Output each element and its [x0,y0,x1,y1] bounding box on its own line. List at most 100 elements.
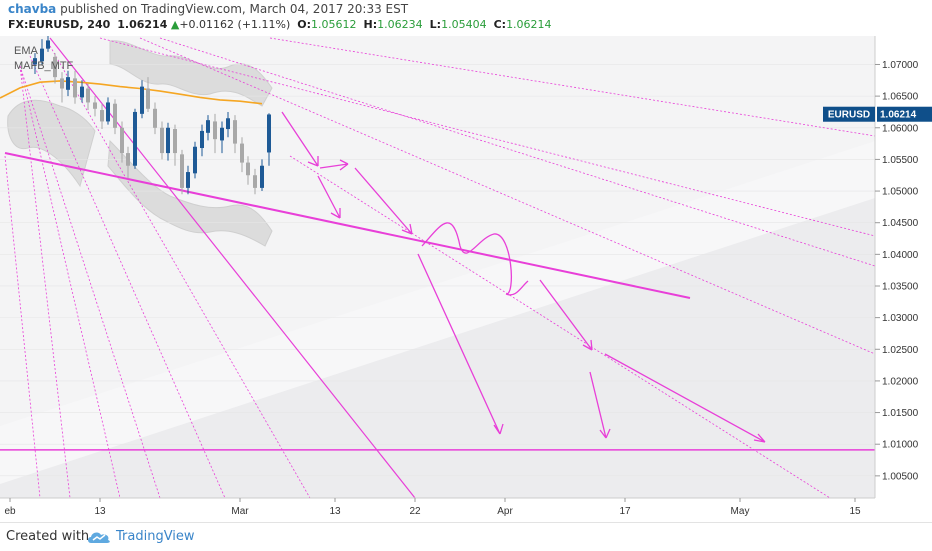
footer: Created with TradingView [0,522,932,551]
publish-line: chavba published on TradingView.com, Mar… [8,2,408,16]
chart-header: chavba published on TradingView.com, Mar… [0,0,932,36]
ohlc-line: FX:EURUSD, 240 1.06214 ▲+0.01162 (+1.11%… [8,18,552,31]
candle-body [260,165,264,188]
candle-body [93,102,97,109]
fan-line-5 [49,45,311,499]
time-axis[interactable]: eb 13 Mar 13 22 Apr 17 May 15 [4,498,861,517]
candle-body [73,78,77,98]
indicator-label-ema: EMA [14,45,39,57]
candle-body [100,110,104,122]
price-tag: EURUSD 1.06214 [823,106,932,122]
ema-line [0,80,263,105]
forecast-arrow [354,167,413,235]
x-tick-label: eb [4,506,16,517]
price-tag-value: 1.06214 [880,110,917,121]
channel-shade-upper [0,36,875,426]
candlestick-series [33,36,271,195]
y-tick-label: 1.02500 [882,345,919,356]
candle-body [180,154,184,188]
fan-line-2 [19,65,121,499]
candle-body [166,127,170,154]
candle-body [120,127,124,154]
price-tag-symbol-box [823,106,875,122]
fan-line-8 [159,37,876,267]
forecast-arrow [319,159,349,171]
forecast-arrow [604,353,766,443]
candle-body [140,86,144,114]
high-label: H: [363,18,378,31]
y-tick-label: 1.01000 [882,440,919,451]
candle-body [240,143,244,163]
candle-body [233,120,237,144]
y-tick-label: 1.05500 [882,155,919,166]
fan-line-9 [139,37,876,355]
last-price: 1.06214 [117,18,168,31]
candle-body [60,78,64,89]
forecast-arrow [317,175,341,219]
price-tag-value-box [877,106,932,122]
candle-body [133,111,137,166]
candle-body [126,153,130,166]
mafb-band-lower [107,139,273,247]
created-with-text: Created with [6,529,90,544]
candle-body [246,162,250,176]
candle-body [80,86,84,98]
steep-trendline [49,37,416,499]
channel-shade-band [0,141,875,484]
chart-area[interactable]: 1.07000 1.06500 1.06000 1.05500 1.05000 1.045… [0,36,932,520]
candle-body [193,146,197,174]
y-tick-label: 1.01500 [882,408,919,419]
y-tick-label: 1.03000 [882,313,919,324]
fan-line-6 [4,155,41,499]
x-tick-label: 13 [329,506,341,517]
price-change: +0.01162 (+1.11%) [179,18,291,31]
forecast-wave [421,222,529,296]
fan-line-1 [19,65,71,499]
forecast-arrow [589,371,611,439]
x-tick-label: Apr [497,506,513,517]
triangle-up-icon: ▲ [170,18,180,31]
price-axis[interactable]: 1.07000 1.06500 1.06000 1.05500 1.05000 1.045… [875,60,919,482]
candle-body [220,127,224,141]
x-tick-label: 22 [409,506,421,517]
fan-line-10 [289,155,831,499]
symbol-label: FX:EURUSD, 240 [8,18,111,31]
candle-body [267,114,271,153]
forecast-arrows [281,111,766,443]
candle-body [200,130,204,149]
candle-body [173,129,177,154]
candle-body [40,48,44,62]
candle-body [186,172,190,188]
forecast-arrow [539,279,593,351]
y-tick-label: 1.04000 [882,250,919,261]
y-tick-label: 1.06500 [882,92,919,103]
low-label: L: [429,18,442,31]
candle-body [160,127,164,154]
author-name[interactable]: chavba [8,2,57,16]
candle-body [253,175,257,188]
mafb-band [7,40,273,247]
candle-body [213,121,217,140]
x-tick-label: 15 [849,506,861,517]
main-trendline [4,152,691,299]
forecast-arrow [281,111,319,167]
candle-body [46,40,50,49]
x-tick-label: 13 [94,506,106,517]
fan-lines [4,37,876,499]
fan-line-11 [99,37,876,237]
close-value: 1.06214 [506,18,552,31]
tradingview-cloud-icon [88,532,110,543]
y-tick-label: 1.03500 [882,281,919,292]
y-tick-label: 1.07000 [882,60,919,71]
candle-body [33,58,37,65]
price-chart[interactable]: 1.07000 1.06500 1.06000 1.05500 1.05000 1.045… [0,36,932,520]
open-value: 1.05612 [311,18,357,31]
tradingview-link[interactable]: TradingView [116,529,195,544]
fan-line-4 [29,55,226,499]
x-tick-label: Mar [231,506,249,517]
publish-info: published on TradingView.com, March 04, … [60,2,409,16]
candle-body [86,88,90,103]
mafb-band-left [7,99,96,188]
price-tag-symbol: EURUSD [828,110,870,121]
y-tick-label: 1.06000 [882,123,919,134]
